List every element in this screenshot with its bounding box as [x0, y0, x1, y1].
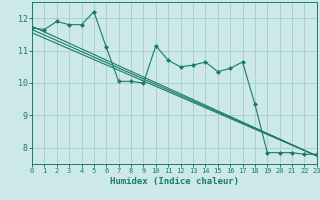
X-axis label: Humidex (Indice chaleur): Humidex (Indice chaleur): [110, 177, 239, 186]
